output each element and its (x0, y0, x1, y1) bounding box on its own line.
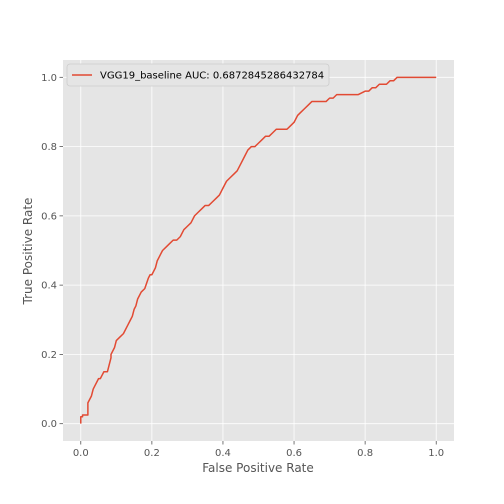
y-tick-label: 0.8 (41, 142, 57, 153)
roc-curve-line (80, 76, 437, 424)
y-tick-label: 0.0 (41, 419, 57, 430)
plot-area (63, 60, 454, 441)
x-axis-ticks: 0.0 0.2 0.4 0.6 0.8 1.0 (73, 441, 444, 459)
y-tick-label: 0.2 (41, 350, 57, 361)
x-axis-label: False Positive Rate (202, 461, 314, 475)
legend-box (66, 63, 330, 87)
legend-label: VGG19_baseline AUC: 0.6872845286432784 (100, 71, 324, 82)
y-axis-label: True Positive Rate (21, 198, 35, 306)
y-tick-label: 0.6 (41, 211, 57, 222)
x-tick-label: 1.0 (428, 448, 444, 459)
x-tick-label: 0.4 (215, 448, 231, 459)
y-tick-label: 0.4 (41, 281, 57, 292)
x-tick-label: 0.8 (357, 448, 373, 459)
x-tick-label: 0.6 (286, 448, 302, 459)
x-tick-label: 0.0 (73, 448, 89, 459)
x-tick-label: 0.2 (144, 448, 160, 459)
y-axis-ticks: 0.0 0.2 0.4 0.6 0.8 1.0 (41, 73, 63, 430)
legend: VGG19_baseline AUC: 0.6872845286432784 (66, 63, 330, 87)
series-lines (80, 76, 437, 424)
grid-lines (63, 60, 454, 441)
y-tick-label: 1.0 (41, 73, 57, 84)
